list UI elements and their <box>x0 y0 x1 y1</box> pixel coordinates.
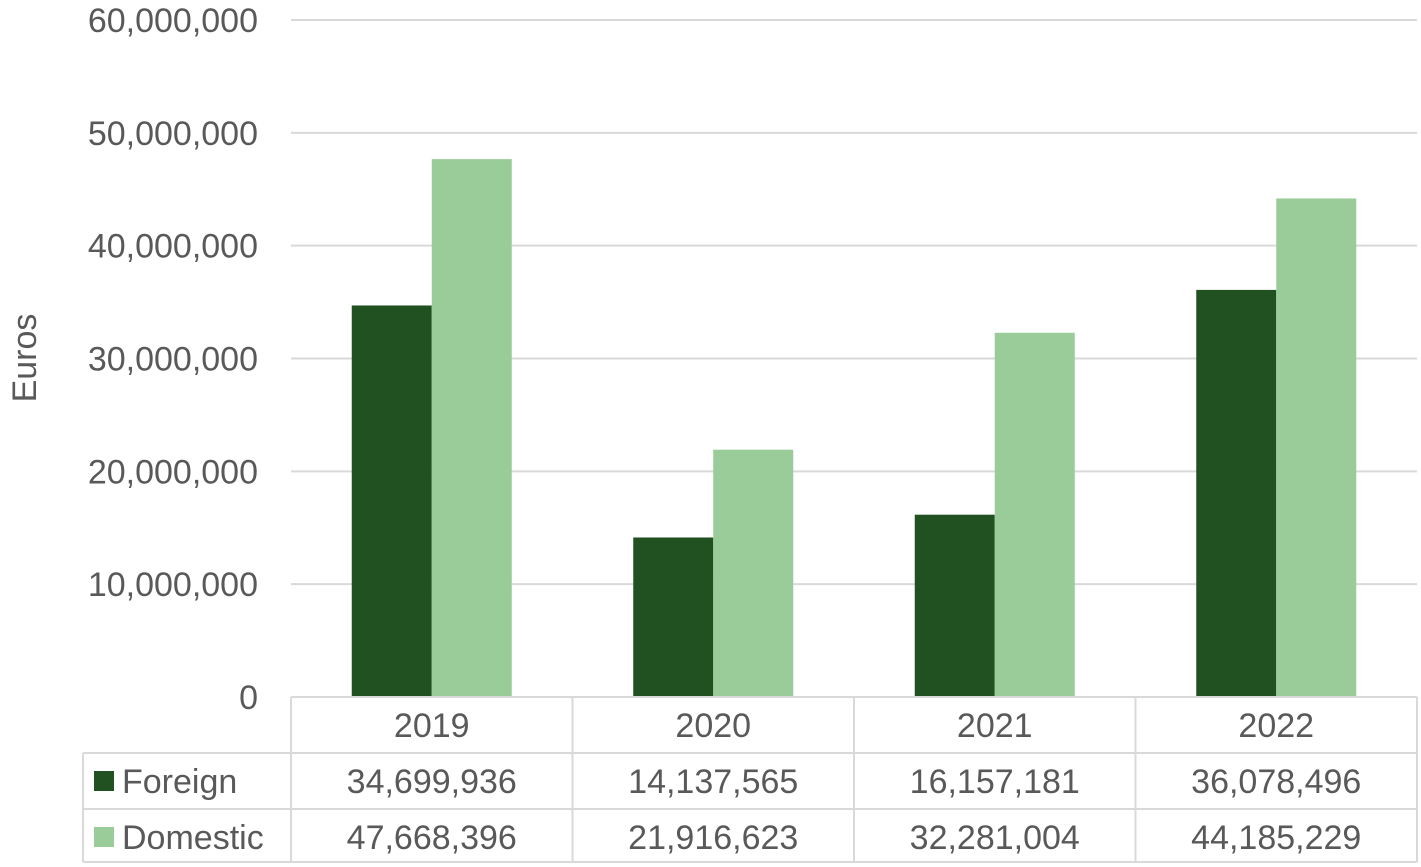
x-tick-label: 2019 <box>394 707 470 745</box>
bar-domestic-2021 <box>994 332 1075 697</box>
bar-foreign-2021 <box>914 514 995 697</box>
x-tick-label: 2021 <box>957 707 1033 745</box>
y-axis-label: Euros <box>6 314 44 403</box>
y-tick-label: 60,000,000 <box>88 2 258 40</box>
y-tick-label: 50,000,000 <box>88 115 258 153</box>
bar-foreign-2019 <box>351 305 432 697</box>
y-tick-label: 0 <box>239 679 258 717</box>
x-tick-label: 2020 <box>675 707 751 745</box>
data-label-foreign: 14,137,565 <box>628 763 798 801</box>
bar-domestic-2019 <box>431 159 512 697</box>
x-tick-label: 2022 <box>1238 707 1314 745</box>
y-axis-ticks: 0 10,000,000 20,000,000 30,000,000 40,000,00… <box>88 2 258 717</box>
y-tick-label: 30,000,000 <box>88 341 258 379</box>
data-label-foreign: 34,699,936 <box>347 763 517 801</box>
bar-foreign-2022 <box>1196 289 1277 697</box>
bar-domestic-2020 <box>713 449 794 697</box>
bars <box>351 159 1357 697</box>
legend-label-domestic: Domestic <box>122 819 264 857</box>
y-tick-label: 10,000,000 <box>88 566 258 604</box>
legend-swatch-foreign <box>94 771 114 791</box>
data-label-domestic: 47,668,396 <box>347 819 517 857</box>
data-label-domestic: 44,185,229 <box>1191 819 1361 857</box>
data-table: 2019 2020 2021 2022 Foreign 34,699,936 14,137,… <box>82 696 1418 863</box>
y-tick-label: 20,000,000 <box>88 453 258 491</box>
data-label-foreign: 16,157,181 <box>910 763 1080 801</box>
legend-label-foreign: Foreign <box>122 763 237 801</box>
data-label-domestic: 21,916,623 <box>628 819 798 857</box>
data-label-domestic: 32,281,004 <box>910 819 1080 857</box>
bar-domestic-2022 <box>1276 198 1357 697</box>
bar-foreign-2020 <box>633 537 714 697</box>
data-label-foreign: 36,078,496 <box>1191 763 1361 801</box>
y-tick-label: 40,000,000 <box>88 228 258 266</box>
legend-swatch-domestic <box>94 827 114 847</box>
